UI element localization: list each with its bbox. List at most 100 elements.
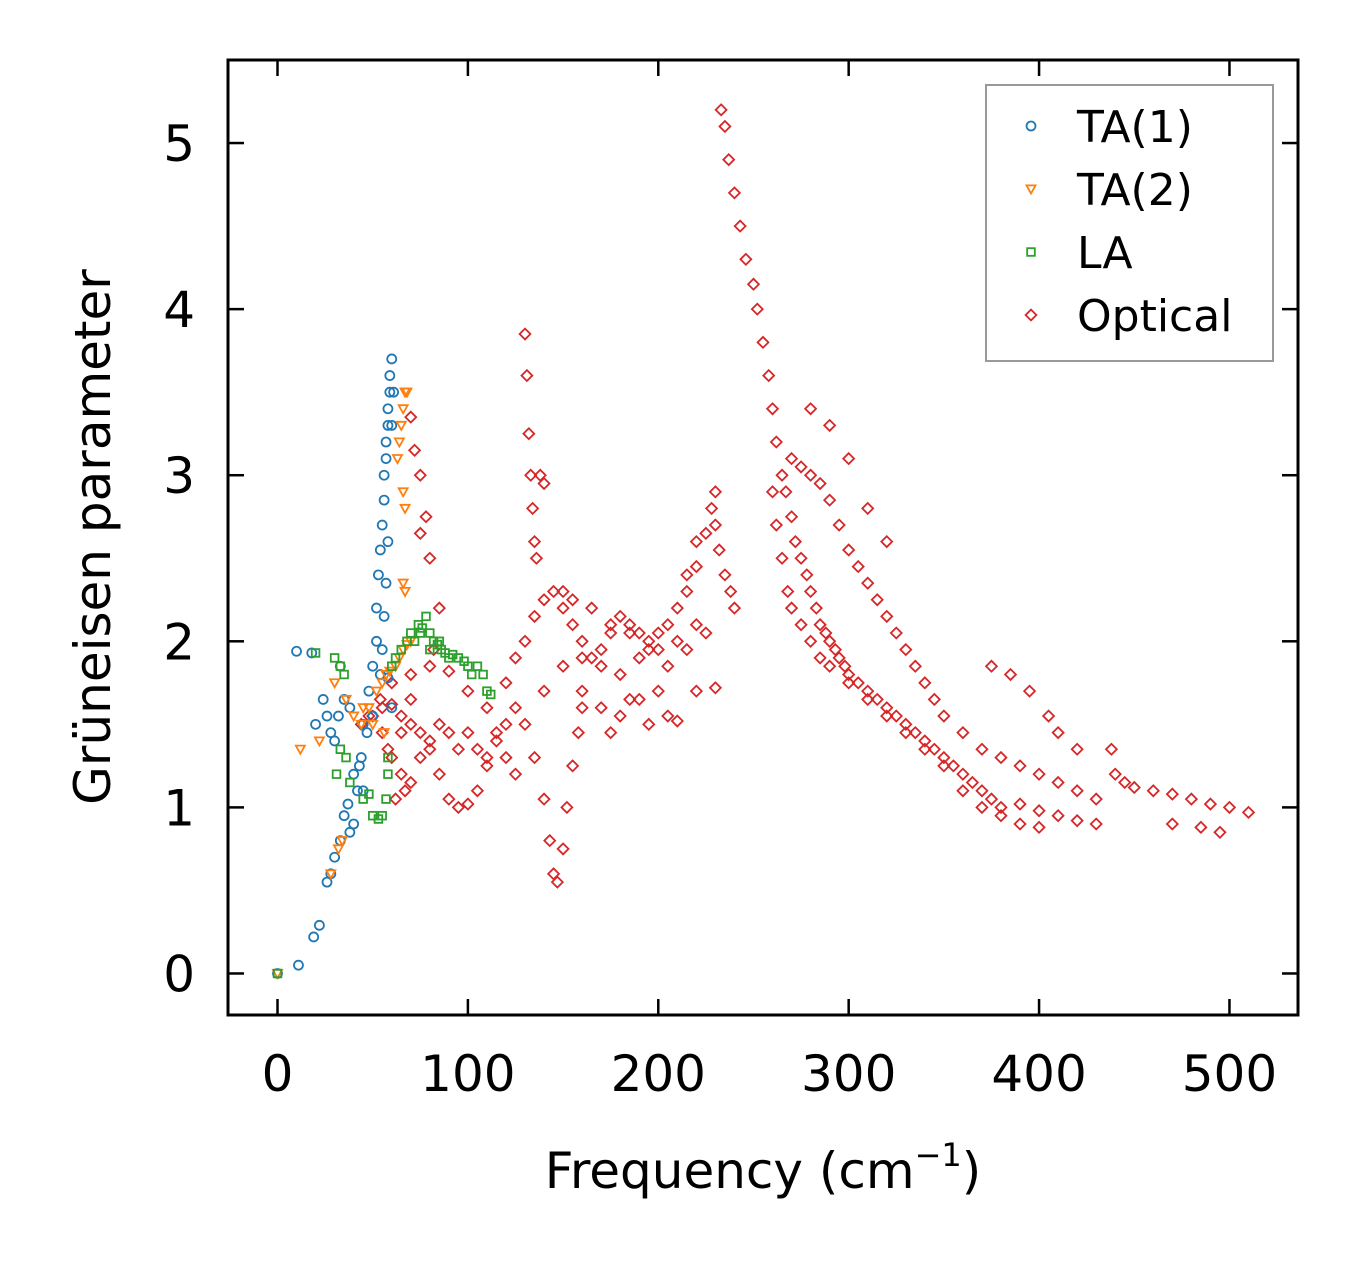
data-point bbox=[425, 644, 435, 655]
data-point bbox=[388, 792, 403, 806]
data-point bbox=[918, 734, 932, 748]
data-point bbox=[294, 744, 307, 756]
data-point bbox=[794, 551, 808, 565]
data-point bbox=[565, 759, 580, 773]
data-point bbox=[378, 494, 390, 506]
data-point bbox=[324, 869, 337, 881]
data-point bbox=[480, 701, 494, 715]
data-point bbox=[613, 667, 627, 682]
data-point bbox=[642, 717, 656, 732]
data-point bbox=[822, 418, 837, 433]
data-point bbox=[404, 410, 418, 424]
legend-marker bbox=[1024, 308, 1038, 322]
data-point bbox=[397, 487, 410, 499]
data-point bbox=[371, 635, 382, 647]
data-point bbox=[364, 789, 374, 799]
data-point bbox=[1089, 792, 1103, 806]
data-point bbox=[329, 735, 341, 747]
data-point bbox=[381, 742, 395, 756]
data-point bbox=[1032, 804, 1046, 818]
data-point bbox=[527, 534, 542, 549]
data-point bbox=[594, 659, 608, 673]
data-point bbox=[533, 468, 547, 482]
data-point bbox=[1222, 800, 1237, 815]
data-point bbox=[529, 551, 544, 565]
data-point bbox=[680, 584, 694, 599]
data-point bbox=[399, 586, 412, 598]
data-point bbox=[385, 750, 399, 765]
series-la bbox=[272, 611, 496, 979]
y-tick-label: 2 bbox=[163, 613, 195, 671]
data-point bbox=[419, 510, 433, 524]
data-point bbox=[373, 692, 387, 707]
data-point bbox=[355, 719, 368, 731]
data-point bbox=[394, 767, 408, 781]
data-point bbox=[623, 692, 637, 707]
data-point bbox=[407, 443, 422, 457]
data-point bbox=[769, 435, 784, 449]
data-point bbox=[704, 501, 719, 516]
data-point bbox=[293, 959, 304, 971]
data-point bbox=[451, 742, 466, 756]
y-axis-title: Grüneisen parameter bbox=[64, 269, 122, 805]
data-point bbox=[313, 736, 326, 748]
data-point bbox=[423, 742, 437, 756]
data-point bbox=[723, 584, 738, 599]
data-point bbox=[880, 534, 894, 549]
data-point bbox=[353, 760, 365, 772]
data-point bbox=[336, 836, 349, 847]
legend: TA(1) TA(2) LA Optical bbox=[985, 84, 1274, 362]
data-point bbox=[803, 634, 818, 648]
data-point bbox=[739, 252, 753, 266]
data-point bbox=[699, 526, 713, 541]
data-point bbox=[927, 692, 942, 707]
data-point bbox=[380, 436, 392, 448]
data-point bbox=[341, 752, 351, 763]
data-point bbox=[822, 493, 837, 507]
data-point bbox=[861, 501, 875, 516]
data-point bbox=[367, 660, 379, 672]
data-point bbox=[870, 593, 884, 607]
x-axis-title-main: Frequency (cm bbox=[545, 1142, 915, 1200]
data-point bbox=[518, 327, 532, 341]
data-point bbox=[518, 717, 532, 732]
data-point bbox=[335, 744, 346, 754]
data-point bbox=[918, 676, 932, 690]
data-point bbox=[813, 618, 827, 632]
data-point bbox=[765, 402, 780, 416]
data-point bbox=[975, 742, 989, 756]
data-point bbox=[399, 503, 412, 515]
legend-marker bbox=[1024, 184, 1038, 196]
legend-marker bbox=[1025, 120, 1037, 132]
data-point bbox=[661, 709, 675, 723]
data-point bbox=[388, 386, 400, 398]
data-point bbox=[378, 469, 390, 481]
data-point bbox=[769, 518, 784, 532]
data-point bbox=[404, 667, 418, 682]
data-point bbox=[594, 701, 608, 715]
data-point bbox=[994, 800, 1008, 815]
data-point bbox=[480, 750, 494, 765]
data-point bbox=[571, 725, 585, 740]
data-point bbox=[478, 669, 488, 680]
data-point bbox=[546, 584, 561, 599]
legend-label: Optical bbox=[1077, 291, 1232, 342]
data-point bbox=[575, 634, 589, 648]
x-axis-title-close: ) bbox=[962, 1142, 982, 1200]
data-point bbox=[565, 618, 580, 632]
data-point bbox=[370, 686, 383, 698]
data-point bbox=[828, 642, 843, 657]
data-point bbox=[727, 186, 742, 200]
data-point bbox=[537, 593, 551, 607]
data-point bbox=[461, 684, 475, 698]
legend-marker bbox=[1026, 247, 1036, 257]
data-point bbox=[842, 543, 856, 557]
data-point bbox=[310, 648, 321, 658]
x-axis: 0 100 200 300 400 500 bbox=[262, 60, 1277, 1103]
data-point bbox=[899, 642, 913, 657]
data-point bbox=[382, 536, 394, 548]
data-point bbox=[1146, 784, 1160, 798]
data-point bbox=[1241, 805, 1256, 820]
data-point bbox=[1013, 759, 1027, 773]
x-tick-label: 500 bbox=[1182, 1045, 1277, 1103]
